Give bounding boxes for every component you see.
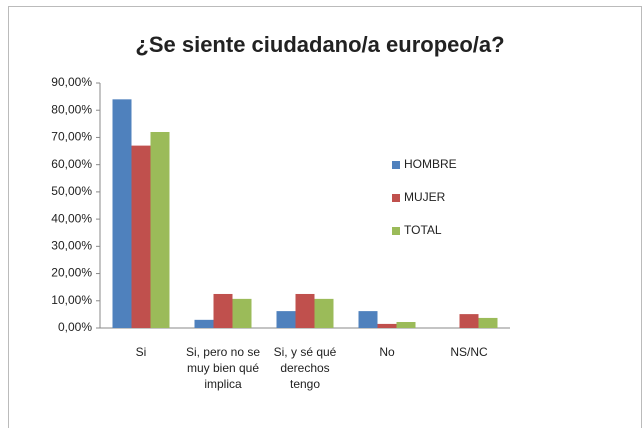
x-tick-label: Si	[135, 345, 147, 359]
y-tick-label: 10,00%	[51, 293, 92, 307]
bar	[150, 132, 170, 328]
bar	[112, 99, 132, 328]
x-tick-label: Si, pero no se muy bien qué implica	[185, 345, 261, 391]
y-tick-label: 0,00%	[58, 320, 92, 334]
x-tick-label: No	[379, 345, 395, 359]
legend-swatch	[392, 227, 400, 235]
bar	[358, 311, 378, 328]
bar	[131, 145, 151, 328]
legend-swatch	[392, 161, 400, 169]
legend-label: TOTAL	[404, 223, 442, 237]
bar	[377, 323, 397, 328]
y-tick-label: 80,00%	[51, 102, 92, 116]
x-tick-label: NS/NC	[450, 345, 488, 359]
legend-swatch	[392, 194, 400, 202]
y-tick-label: 40,00%	[51, 211, 92, 225]
legend-label: MUJER	[404, 190, 446, 204]
y-tick-label: 90,00%	[51, 75, 92, 89]
x-tick-label: Si, y sé qué derechos tengo	[273, 345, 337, 391]
bar	[232, 298, 252, 328]
bar	[213, 293, 233, 328]
bar	[276, 311, 296, 328]
y-tick-label: 30,00%	[51, 239, 92, 253]
bar	[459, 314, 479, 328]
legend-label: HOMBRE	[404, 157, 457, 171]
y-tick-label: 50,00%	[51, 184, 92, 198]
bar	[396, 322, 416, 328]
bar	[295, 293, 315, 328]
y-tick-label: 60,00%	[51, 157, 92, 171]
y-tick-label: 20,00%	[51, 266, 92, 280]
chart-title: ¿Se siente ciudadano/a europeo/a?	[135, 32, 504, 57]
bar	[314, 298, 334, 328]
bar	[478, 317, 498, 328]
bar	[194, 319, 214, 328]
y-tick-label: 70,00%	[51, 130, 92, 144]
